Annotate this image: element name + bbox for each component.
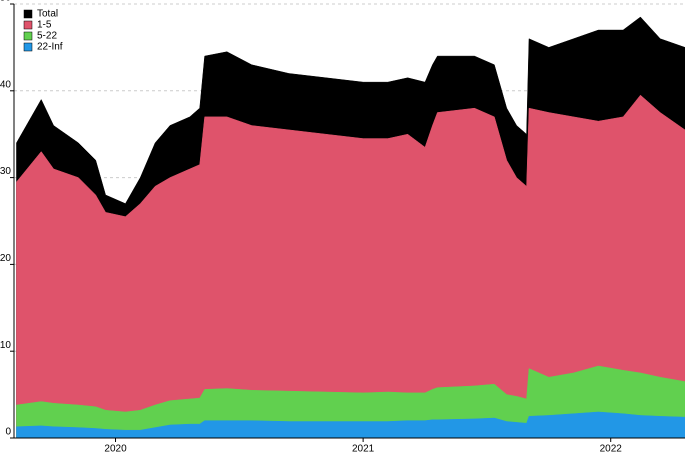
area	[16, 94, 685, 439]
legend-label: Total	[37, 9, 58, 20]
legend-swatch	[23, 20, 33, 30]
area	[16, 365, 685, 439]
legend-swatch	[23, 31, 33, 41]
area	[16, 411, 685, 439]
y-tick-label: 20	[0, 253, 11, 264]
y-tick-label: 0	[5, 427, 11, 438]
y-tick-label: 40	[0, 79, 11, 90]
legend-swatch	[23, 42, 33, 52]
y-tick-label: 10	[0, 340, 11, 351]
legend-swatch	[23, 9, 33, 19]
y-tick-label: 50	[0, 0, 11, 4]
x-tick-label: 2021	[352, 444, 375, 452]
legend-label: 22-Inf	[37, 42, 63, 53]
legend-label: 1-5	[37, 20, 52, 31]
x-tick-label: 2022	[600, 444, 623, 452]
legend-label: 5-22	[37, 31, 57, 42]
y-tick-label: 30	[0, 166, 11, 177]
x-tick-label: 2020	[104, 444, 127, 452]
